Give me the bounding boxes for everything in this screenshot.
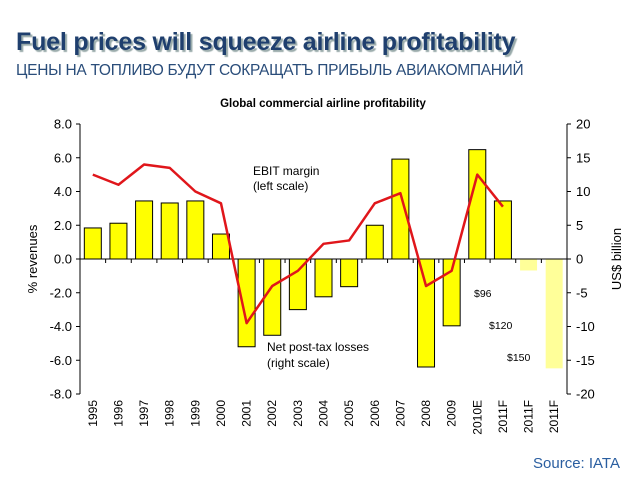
right-tick-label: 10 [576, 184, 590, 199]
x-tick-label: 2004 [317, 400, 331, 427]
bar-1995 [83, 227, 102, 260]
bar-1999 [186, 200, 205, 260]
bar-2006 [365, 224, 384, 260]
x-tick-label: 1997 [137, 400, 151, 427]
right-tick-label: -5 [576, 285, 588, 300]
bar-1998 [160, 202, 179, 260]
left-tick-label: 6.0 [54, 150, 72, 165]
left-tick-label: 4.0 [54, 184, 72, 199]
right-tick-label: 0 [576, 252, 583, 267]
bar-2004 [314, 258, 333, 298]
bar-2007 [391, 158, 410, 260]
right-tick-label: -15 [576, 353, 595, 368]
x-tick-label: 2008 [419, 400, 433, 427]
annotation-losses-1: Net post-tax losses [267, 340, 369, 354]
x-tick-label: 2011F [522, 400, 536, 433]
left-axis-label: % revenues [25, 224, 40, 293]
left-tick-label: -4.0 [50, 319, 72, 334]
left-tick-label: -6.0 [50, 353, 72, 368]
x-tick-label: 1999 [188, 400, 202, 427]
left-tick-label: 2.0 [54, 218, 72, 233]
right-tick-label: -10 [576, 319, 595, 334]
annotation-150: $150 [507, 352, 531, 364]
bar-2003 [288, 258, 307, 311]
bar-2011F [520, 259, 538, 271]
chart-title: Global commercial airline profitability [220, 98, 426, 110]
annotation-ebit-2: (left scale) [253, 179, 308, 193]
bar-2001 [237, 258, 256, 348]
bar-2000 [211, 233, 230, 260]
x-tick-label: 2001 [240, 400, 254, 427]
source-note: Source: IATA [533, 455, 620, 472]
x-tick-label: 1998 [163, 400, 177, 427]
annotation-ebit-1: EBIT margin [253, 164, 319, 178]
bar-2008 [417, 258, 436, 368]
right-tick-label: 5 [576, 218, 583, 233]
x-tick-label: 2003 [291, 400, 305, 427]
right-tick-label: 20 [576, 117, 590, 132]
x-tick-label: 2009 [445, 400, 459, 427]
x-tick-label: 1996 [111, 400, 125, 427]
x-tick-label: 2006 [368, 400, 382, 427]
right-tick-label: 15 [576, 150, 590, 165]
x-tick-label: 2002 [265, 400, 279, 427]
bar-2011F [493, 200, 512, 260]
left-tick-label: 0.0 [54, 252, 72, 267]
x-tick-label: 2000 [214, 400, 228, 427]
bar-2002 [263, 258, 282, 336]
bar-2010E [468, 149, 487, 260]
page-title: Fuel prices will squeeze airline profita… [16, 28, 516, 56]
x-tick-label: 2011F [547, 400, 561, 433]
x-tick-label: 2005 [342, 400, 356, 427]
bar-1997 [135, 200, 154, 260]
annotation-120: $120 [489, 320, 513, 332]
x-tick-label: 2010E [470, 400, 484, 435]
page-subtitle: ЦЕНЫ НА ТОПЛИВО БУДУТ СОКРАЩАТЪ ПРИБЫЛЬ … [16, 62, 524, 79]
bar-2005 [340, 258, 359, 288]
right-axis-label: US$ billion [609, 228, 624, 290]
left-tick-label: -8.0 [50, 387, 72, 402]
left-tick-label: 8.0 [54, 117, 72, 132]
x-tick-label: 2007 [393, 400, 407, 427]
x-tick-label: 2011F [496, 400, 510, 433]
annotation-96: $96 [474, 288, 492, 300]
bar-2011F [545, 259, 563, 369]
x-tick-label: 1995 [86, 400, 100, 427]
left-tick-label: -2.0 [50, 285, 72, 300]
annotation-losses-2: (right scale) [267, 356, 330, 370]
right-tick-label: -20 [576, 387, 595, 402]
bar-1996 [109, 222, 128, 260]
